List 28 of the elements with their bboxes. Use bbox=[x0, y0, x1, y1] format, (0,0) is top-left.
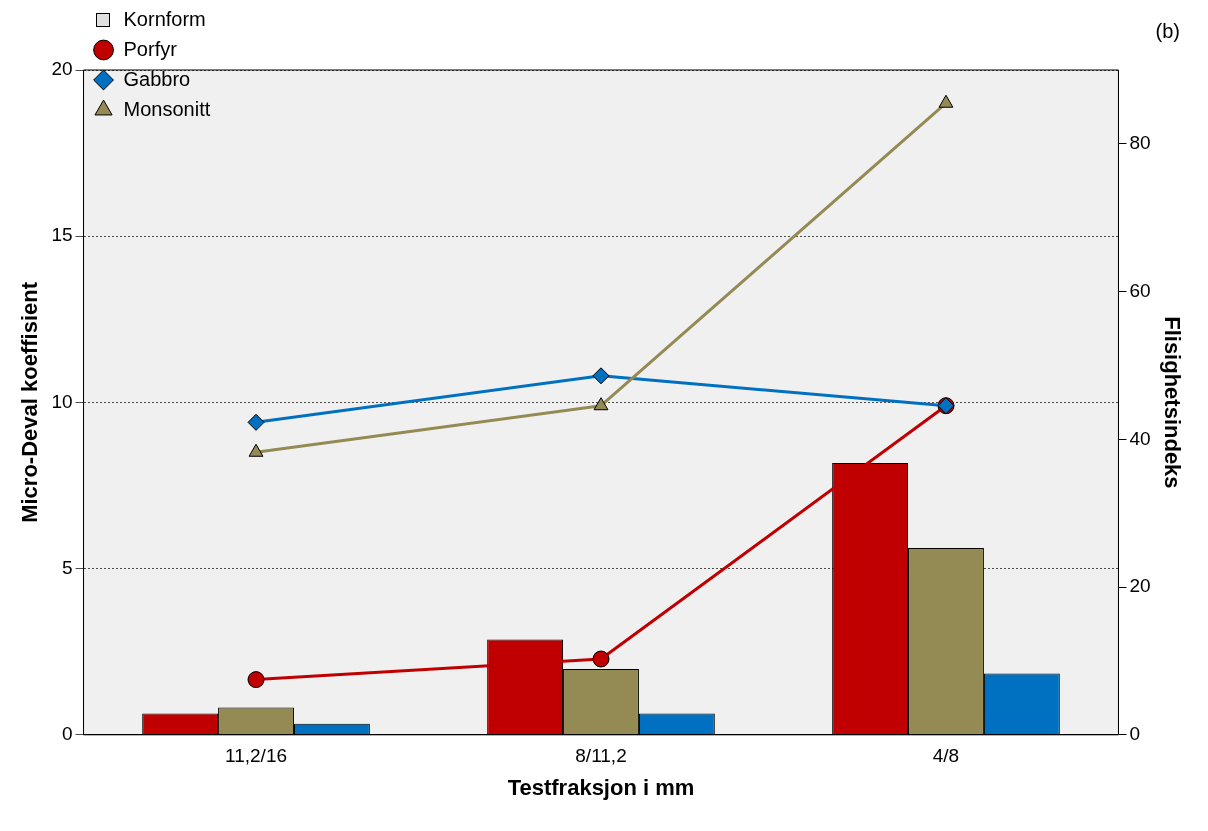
point bbox=[247, 413, 265, 431]
y2-tick-label: 0 bbox=[1129, 723, 1141, 745]
y2-tick-label: 20 bbox=[1129, 575, 1151, 597]
legend-label: Gabbro bbox=[123, 67, 191, 90]
x-tick-label: 8/11,2 bbox=[575, 745, 627, 767]
point bbox=[938, 94, 954, 108]
y2-tick-label: 40 bbox=[1129, 427, 1151, 449]
y2-tick-label: 80 bbox=[1129, 132, 1151, 154]
y2-tick-label: 60 bbox=[1129, 279, 1151, 301]
legend-title: Kornform bbox=[123, 7, 206, 30]
point bbox=[593, 397, 609, 411]
text: (b) bbox=[1155, 19, 1180, 42]
x-tick-label: 4/8 bbox=[932, 745, 960, 767]
legend-label: Porfyr bbox=[123, 37, 178, 60]
y-tick-label: 0 bbox=[61, 723, 73, 745]
point bbox=[592, 650, 610, 668]
y-tick-label: 20 bbox=[51, 58, 73, 80]
y2-axis-title: Flisighetsindeks bbox=[1159, 316, 1185, 489]
point bbox=[247, 671, 265, 689]
y-axis-title: Micro-Deval koeffisient bbox=[17, 281, 43, 523]
y-tick-label: 15 bbox=[51, 224, 73, 246]
point bbox=[248, 443, 264, 457]
x-axis-title: Testfraksjon i mm bbox=[507, 774, 695, 800]
legend-label: Monsonitt bbox=[123, 97, 211, 120]
point bbox=[592, 367, 610, 385]
y-tick-label: 10 bbox=[51, 390, 73, 412]
x-tick-label: 11,2/16 bbox=[225, 745, 288, 767]
y-tick-label: 5 bbox=[61, 556, 73, 578]
